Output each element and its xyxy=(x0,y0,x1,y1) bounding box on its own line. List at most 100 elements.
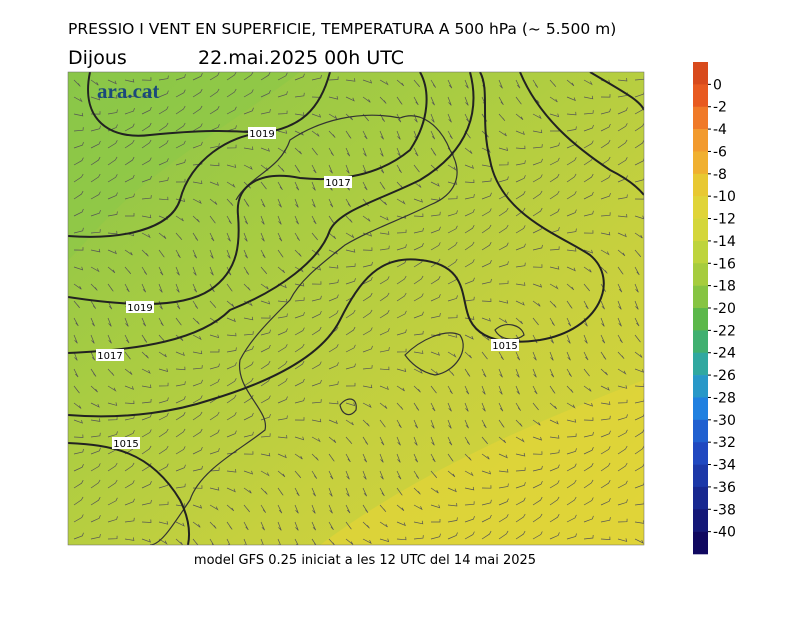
wind-barb xyxy=(498,130,507,137)
wind-barb xyxy=(464,470,474,477)
wind-barb xyxy=(362,261,373,268)
wind-barb xyxy=(226,347,237,353)
wind-barb xyxy=(158,521,169,525)
wind-barb xyxy=(617,414,628,421)
wind-barb xyxy=(413,311,424,319)
wind-barb xyxy=(260,487,268,495)
wind-barb xyxy=(260,344,271,353)
colorbar-tick-label: -22 xyxy=(713,323,736,339)
wind-barb xyxy=(617,317,622,327)
wind-barb xyxy=(260,538,264,545)
wind-barb xyxy=(226,198,234,206)
wind-barb xyxy=(192,317,200,325)
wind-barb xyxy=(379,436,385,446)
wind-barb xyxy=(600,368,608,376)
wind-barb xyxy=(413,402,420,411)
wind-barb xyxy=(413,275,424,285)
wind-barb xyxy=(107,497,118,506)
wind-barb xyxy=(311,266,322,271)
wind-barb xyxy=(175,428,186,438)
wind-barb xyxy=(311,232,318,241)
wind-barb xyxy=(175,159,186,166)
wind-barb xyxy=(175,215,184,222)
wind-barb xyxy=(481,485,492,489)
wind-barb xyxy=(260,90,271,98)
wind-barb xyxy=(396,436,401,446)
wind-barb xyxy=(600,266,608,274)
wind-barb xyxy=(362,365,373,370)
wind-barb xyxy=(90,463,101,472)
wind-barb xyxy=(634,334,641,343)
wind-barb xyxy=(498,419,505,428)
wind-barb xyxy=(260,249,266,259)
isobar-label: 1017 xyxy=(97,351,122,362)
wind-barb xyxy=(634,266,640,276)
wind-barb xyxy=(124,430,135,438)
wind-barb xyxy=(379,487,385,497)
wind-barb xyxy=(141,445,152,455)
wind-barb xyxy=(396,79,405,87)
wind-barb xyxy=(396,164,402,174)
wind-barb xyxy=(566,266,576,272)
wind-barb xyxy=(498,161,509,166)
wind-barb xyxy=(192,141,203,149)
wind-barb xyxy=(311,436,321,443)
wind-barb xyxy=(515,79,521,89)
wind-barb xyxy=(158,412,169,421)
wind-barb xyxy=(141,334,148,343)
wind-barb xyxy=(430,211,441,217)
wind-barb xyxy=(226,125,237,132)
wind-barb xyxy=(379,181,386,190)
wind-barb xyxy=(175,249,181,259)
wind-barb xyxy=(549,496,560,506)
wind-barb xyxy=(464,316,475,320)
wind-barb xyxy=(124,400,135,404)
wind-barb xyxy=(277,344,288,353)
wind-barb xyxy=(481,224,492,234)
wind-barb xyxy=(617,213,628,218)
wind-barb xyxy=(260,266,268,275)
wind-barb xyxy=(328,164,333,174)
wind-barb xyxy=(549,300,557,308)
wind-barb xyxy=(158,283,163,293)
wind-barb xyxy=(583,95,594,100)
wind-barb xyxy=(209,72,220,81)
wind-barb xyxy=(90,248,101,253)
wind-barb xyxy=(447,334,458,338)
wind-barb xyxy=(515,243,526,251)
colorbar-tick-label: -28 xyxy=(713,390,736,406)
wind-barb xyxy=(124,139,135,149)
wind-barb xyxy=(141,249,149,257)
wind-barb xyxy=(328,470,334,480)
wind-barb xyxy=(209,106,220,115)
wind-barb xyxy=(617,445,628,455)
wind-barb xyxy=(243,146,254,150)
wind-barb xyxy=(498,224,509,234)
wind-barb xyxy=(328,436,337,443)
wind-barb xyxy=(464,194,475,200)
wind-barb xyxy=(447,532,458,540)
wind-barb xyxy=(481,260,492,268)
wind-barb xyxy=(549,96,558,103)
wind-barb xyxy=(617,232,627,238)
wind-barb xyxy=(192,538,199,545)
wind-barb xyxy=(549,266,560,270)
wind-barb xyxy=(515,351,521,361)
wind-barb xyxy=(464,531,475,540)
wind-barb xyxy=(73,283,82,290)
wind-barb xyxy=(430,385,437,394)
wind-barb xyxy=(209,363,220,370)
day: Dijous xyxy=(68,47,127,69)
wind-barb xyxy=(73,334,78,344)
wind-barb xyxy=(396,402,404,410)
wind-barb xyxy=(396,453,401,463)
wind-barb xyxy=(515,482,526,489)
wind-barb xyxy=(583,266,592,273)
wind-barb xyxy=(362,504,369,513)
wind-barb xyxy=(634,300,639,310)
wind-barb xyxy=(566,173,577,183)
wind-barb xyxy=(362,113,369,122)
wind-barb xyxy=(515,160,526,166)
wind-barb xyxy=(124,317,129,327)
wind-barb xyxy=(226,378,237,387)
